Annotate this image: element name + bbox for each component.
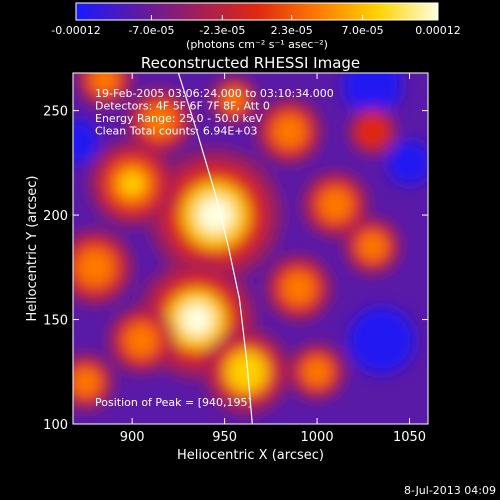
cold-spot [387, 140, 428, 186]
colorbar-units-label: (photons cm⁻² s⁻¹ asec⁻²) [186, 38, 328, 51]
colorbar-tick-label: 7.0e-05 [341, 24, 383, 37]
blob-core [197, 196, 234, 234]
heatmap-blobs [73, 73, 428, 416]
timestamp: 8-Jul-2013 04:09 [404, 484, 496, 497]
colorbar-tick-label: -2.3e-05 [199, 24, 245, 37]
heatmap-image [73, 73, 428, 424]
blob-core [84, 256, 106, 278]
annotation-block: 19-Feb-2005 03:06:24.000 to 03:10:34.000… [95, 87, 334, 138]
blob-core [309, 364, 325, 380]
cold-spot [342, 73, 403, 116]
annotation-line: Clean Total counts: 6.94E+03 [95, 125, 258, 138]
y-tick-label: 250 [43, 105, 68, 120]
colorbar-tick-label: -0.00012 [51, 24, 100, 37]
blob-core [364, 238, 381, 255]
colorbar-tick-label: 2.3e-05 [271, 24, 313, 37]
chart-title: Reconstructed RHESSI Image [141, 54, 360, 72]
y-tick-label: 200 [43, 209, 68, 224]
solar-limb-line [177, 73, 253, 424]
blob-core [78, 374, 94, 390]
blob-core [120, 172, 144, 196]
blob-core [132, 331, 151, 350]
blob-core [96, 73, 113, 88]
x-tick-label: 1000 [301, 430, 334, 445]
annotation-line: Detectors: 4F 5F 6F 7F 8F, Att 0 [95, 100, 270, 113]
blob-core [289, 279, 308, 298]
x-axis-label: Heliocentric X (arcsec) [177, 448, 324, 463]
colorbar-tick-label: -7.0e-05 [128, 24, 174, 37]
blob-core [366, 125, 380, 138]
annotation-line: 19-Feb-2005 03:06:24.000 to 03:10:34.000 [95, 87, 334, 100]
x-tick-label: 1050 [393, 430, 426, 445]
y-axis-ticks: 100 150 200 250 [43, 105, 428, 433]
y-axis-label: Heliocentric Y (arcsec) [25, 176, 40, 322]
x-axis-ticks: 900 950 1000 1050 [120, 73, 426, 445]
blob-core [227, 93, 241, 107]
blob-core [280, 122, 299, 141]
blob-core [326, 195, 345, 214]
peak-position-label: Position of Peak = [940,195] [95, 396, 252, 409]
colorbar-tick-label: 0.00012 [415, 24, 461, 37]
blob-core [235, 360, 259, 384]
annotation-line: Energy Range: 25.0 - 50.0 keV [95, 112, 263, 125]
y-tick-label: 100 [43, 418, 68, 433]
cold-spot [348, 307, 416, 374]
colorbar: -0.00012 -7.0e-05 -2.3e-05 2.3e-05 7.0e-05 0.… [51, 2, 461, 51]
colorbar-ticks: -0.00012 -7.0e-05 -2.3e-05 2.3e-05 7.0e-05 0.… [51, 15, 461, 37]
colorbar-gradient [75, 2, 439, 21]
y-tick-label: 150 [43, 314, 68, 329]
blob-core [180, 303, 214, 336]
x-tick-label: 900 [120, 430, 145, 445]
cold-spot [73, 119, 99, 165]
plot-frame [72, 72, 429, 425]
blob-core [150, 111, 169, 131]
x-tick-label: 950 [212, 430, 237, 445]
